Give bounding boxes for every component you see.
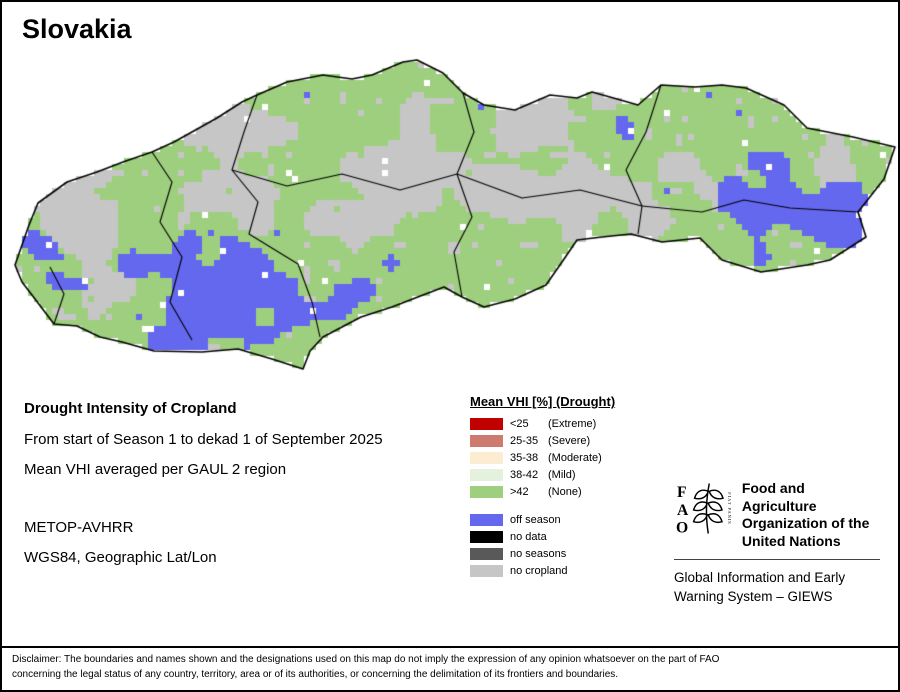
fao-header: F A O FIAT PANIS Food and Agriculture Or… <box>674 478 880 550</box>
legend-range: >42 <box>510 485 529 498</box>
map-subtitle: Drought Intensity of Cropland <box>24 400 237 417</box>
legend-swatch-severe <box>470 434 503 447</box>
legend-swatch-no-data <box>470 530 503 543</box>
divider <box>674 559 880 560</box>
wheat-ear-icon <box>692 483 724 534</box>
fao-logo-letter: A <box>677 502 689 519</box>
org-name-line: Food and Agriculture <box>741 480 817 514</box>
slovakia-drought-raster-map <box>2 2 898 382</box>
legend-range: 38-42 <box>510 468 539 481</box>
org-name-line: United Nations <box>741 532 841 549</box>
legend-class-label: (Extreme) <box>548 417 597 430</box>
fao-logo: F A O FIAT PANIS <box>676 483 731 536</box>
projection-text: WGS84, Geographic Lat/Lon <box>24 549 217 566</box>
legend-class-label: (Severe) <box>548 434 591 447</box>
legend-swatch-none <box>470 485 503 498</box>
page-title: Slovakia <box>22 14 132 44</box>
legend-swatch-moderate <box>470 451 503 464</box>
legend-range: 25-35 <box>510 434 539 447</box>
legend-class-label: (Mild) <box>548 468 576 481</box>
legend-row: >42 (None) <box>470 483 680 500</box>
legend-class-label: (Moderate) <box>548 451 602 464</box>
giews-line: Global Information and Early <box>674 570 846 585</box>
season-period-text: From start of Season 1 to dekad 1 of Sep… <box>24 431 383 448</box>
legend-row: no data <box>470 528 680 545</box>
legend-row: no cropland <box>470 562 680 579</box>
legend-row: no seasons <box>470 545 680 562</box>
legend-swatch-mild <box>470 468 503 481</box>
legend-swatch-no-cropland <box>470 564 503 577</box>
legend-swatch-extreme <box>470 417 503 430</box>
org-name-line: Organization of the <box>741 515 870 531</box>
aggregation-method-text: Mean VHI averaged per GAUL 2 region <box>24 461 287 478</box>
fao-logo-letter: O <box>676 519 688 536</box>
legend-swatch-off-season <box>470 513 503 526</box>
fao-logo-letter: F <box>677 484 687 501</box>
legend: Mean VHI [%] (Drought) <25 (Extreme) 25-… <box>470 394 680 579</box>
legend-extra-group: off season no data no seasons no croplan… <box>470 511 680 579</box>
org-name: Food and Agriculture Organization of the… <box>742 478 880 550</box>
disclaimer-line: Disclaimer: The boundaries and names sho… <box>12 654 720 665</box>
sensor-name-text: METOP-AVHRR <box>24 519 134 536</box>
legend-extra-label: no cropland <box>510 564 568 577</box>
legend-class-label: (None) <box>548 485 582 498</box>
legend-row: 38-42 (Mild) <box>470 466 680 483</box>
disclaimer-line: concerning the legal status of any count… <box>12 668 619 680</box>
fao-motto: FIAT PANIS <box>727 492 731 524</box>
legend-row: 25-35 (Severe) <box>470 432 680 449</box>
fao-block: F A O FIAT PANIS Food and Agriculture Or… <box>674 478 880 606</box>
giews-name: Global Information and Early Warning Sys… <box>674 568 880 606</box>
legend-title: Mean VHI [%] (Drought) <box>470 394 616 409</box>
legend-row: <25 (Extreme) <box>470 415 680 432</box>
legend-swatch-no-seasons <box>470 547 503 560</box>
legend-extra-label: no data <box>510 530 547 543</box>
legend-row: 35-38 (Moderate) <box>470 449 680 466</box>
legend-range: <25 <box>510 417 529 430</box>
legend-row: off season <box>470 511 680 528</box>
disclaimer: Disclaimer: The boundaries and names sho… <box>2 646 898 690</box>
giews-line: Warning System – GIEWS <box>674 589 833 604</box>
legend-extra-label: off season <box>510 513 561 526</box>
legend-range: 35-38 <box>510 451 539 464</box>
legend-extra-label: no seasons <box>510 547 567 560</box>
